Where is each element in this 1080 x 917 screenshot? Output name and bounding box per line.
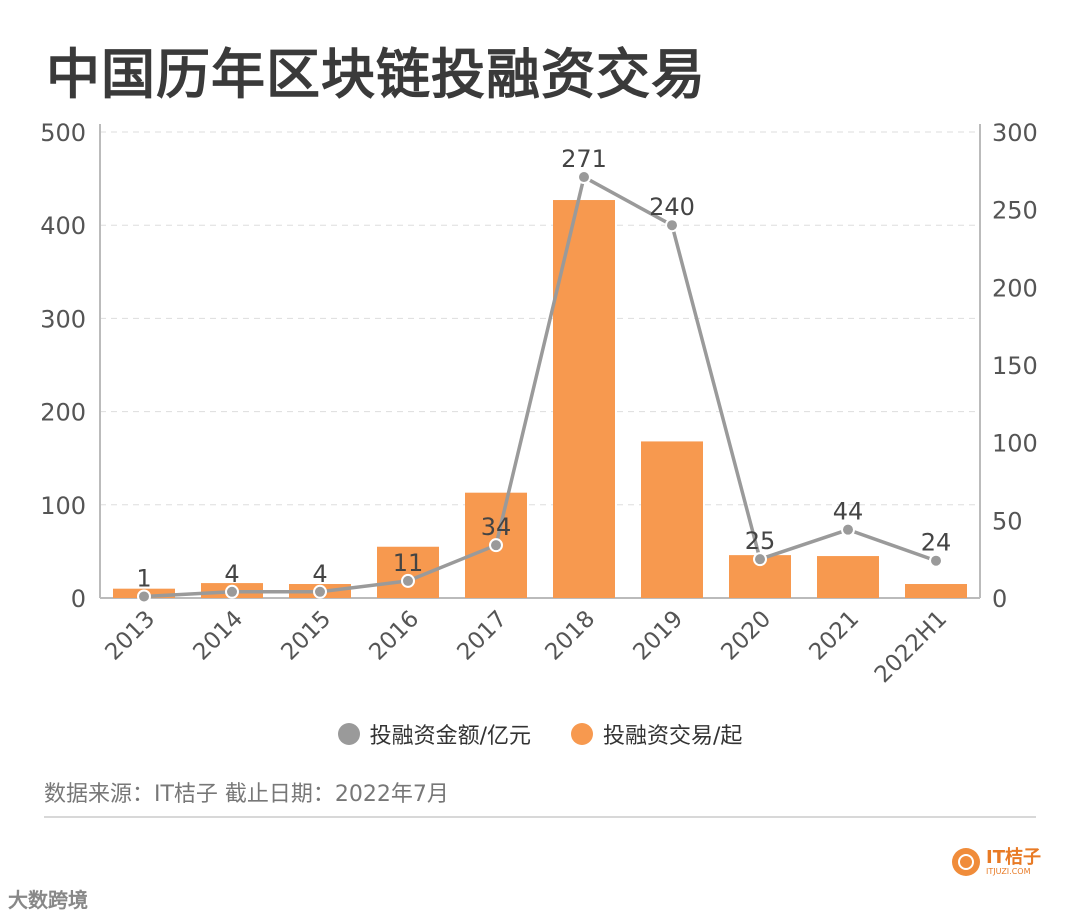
x-tick-2017: 2017 <box>452 606 512 666</box>
data-label-2021: 44 <box>833 498 864 526</box>
source-note: 数据来源：IT桔子 截止日期：2022年7月 <box>44 782 449 807</box>
corner-watermark: 大数跨境 <box>8 888 88 912</box>
point-2013 <box>137 589 151 604</box>
bar-2019 <box>641 441 703 598</box>
y-left-tick-0: 0 <box>71 585 86 613</box>
point-2021 <box>841 522 855 537</box>
x-tick-2021: 2021 <box>804 606 864 666</box>
x-tick-2019: 2019 <box>628 606 688 666</box>
line-series-amount <box>143 175 937 599</box>
point-2022H1 <box>929 553 943 568</box>
x-tick-2014: 2014 <box>188 606 248 666</box>
y-left-tick-1: 100 <box>40 492 86 520</box>
data-label-2020: 25 <box>745 527 776 555</box>
data-label-2013: 1 <box>136 564 151 592</box>
y-left-tick-4: 400 <box>40 212 86 240</box>
legend-dot-amount <box>337 723 360 745</box>
legend-label-amount: 投融资金额/亿元 <box>369 724 531 749</box>
y-right-tick-6: 300 <box>992 119 1038 147</box>
bar-2021 <box>817 556 879 598</box>
point-2020 <box>753 552 767 567</box>
x-tick-2018: 2018 <box>540 606 600 666</box>
y-right-tick-0: 0 <box>992 585 1007 613</box>
y-left-tick-3: 300 <box>40 305 86 333</box>
bar-2022H1 <box>905 584 967 598</box>
point-2018 <box>577 170 591 185</box>
logo-name: IT桔子 <box>986 846 1041 868</box>
data-label-2014: 4 <box>224 560 239 588</box>
x-tick-2020: 2020 <box>716 606 776 666</box>
y-left-tick-2: 200 <box>40 399 86 427</box>
point-2016 <box>401 573 415 588</box>
chart-title: 中国历年区块链投融资交易 <box>46 43 706 106</box>
y-right-tick-5: 250 <box>992 197 1038 225</box>
x-tick-2015: 2015 <box>276 606 336 666</box>
legend-item-deals: 投融资交易/起 <box>571 718 742 750</box>
legend-dot-deals <box>571 723 593 745</box>
bar-2018 <box>553 200 615 598</box>
data-label-2016: 11 <box>393 549 424 577</box>
point-2014 <box>225 584 239 599</box>
x-tick-2016: 2016 <box>364 606 424 666</box>
data-label-2017: 34 <box>481 513 512 541</box>
data-label-2022H1: 24 <box>921 529 952 557</box>
point-2017 <box>489 538 503 553</box>
orange-logo-icon <box>952 848 980 876</box>
brand-logo: IT桔子 ITJUZI.COM <box>952 848 1041 876</box>
x-tick-2022H1: 2022H1 <box>870 606 952 688</box>
data-label-2018: 271 <box>561 145 607 173</box>
y-right-tick-1: 50 <box>992 507 1023 535</box>
y-right-tick-3: 150 <box>992 352 1038 380</box>
legend: 投融资金额/亿元 投融资交易/起 <box>0 718 1080 750</box>
y-right-tick-2: 100 <box>992 430 1038 458</box>
logo-sub: ITJUZI.COM <box>986 866 1031 876</box>
y-right-tick-4: 200 <box>992 274 1038 302</box>
x-tick-2013: 2013 <box>100 606 160 666</box>
divider <box>44 816 1036 818</box>
legend-label-deals: 投融资交易/起 <box>603 724 743 749</box>
y-left-tick-5: 500 <box>40 119 86 147</box>
data-label-2019: 240 <box>649 193 695 221</box>
data-label-2015: 4 <box>312 560 327 588</box>
legend-item-amount: 投融资金额/亿元 <box>337 718 531 750</box>
point-2015 <box>313 584 327 599</box>
point-2019 <box>665 218 679 233</box>
